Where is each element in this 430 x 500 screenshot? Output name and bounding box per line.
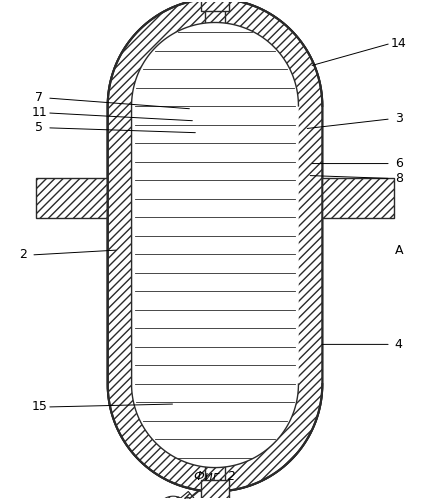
Polygon shape: [179, 492, 192, 500]
Bar: [201, 480, 229, 500]
Text: 3: 3: [395, 112, 403, 126]
Text: 7: 7: [35, 92, 43, 104]
Text: 2: 2: [19, 248, 27, 262]
Bar: [205, 0, 225, 500]
Text: 6: 6: [395, 157, 403, 170]
Polygon shape: [108, 0, 322, 492]
Polygon shape: [183, 496, 196, 500]
Text: 15: 15: [31, 400, 47, 413]
Text: 5: 5: [35, 122, 43, 134]
Polygon shape: [132, 22, 298, 468]
Text: 8: 8: [395, 172, 403, 185]
Text: 11: 11: [31, 106, 47, 120]
Polygon shape: [132, 22, 298, 468]
Text: A: A: [395, 244, 403, 256]
Bar: [201, 480, 229, 500]
Polygon shape: [108, 0, 322, 492]
Bar: [205, 0, 225, 500]
Bar: [201, 0, 229, 10]
Polygon shape: [132, 22, 298, 468]
Bar: [36, 178, 394, 218]
Text: Фиг. 2: Фиг. 2: [194, 470, 236, 483]
Text: 14: 14: [391, 37, 407, 50]
Bar: [201, 0, 229, 10]
Bar: [36, 178, 394, 218]
Text: 4: 4: [395, 338, 403, 351]
